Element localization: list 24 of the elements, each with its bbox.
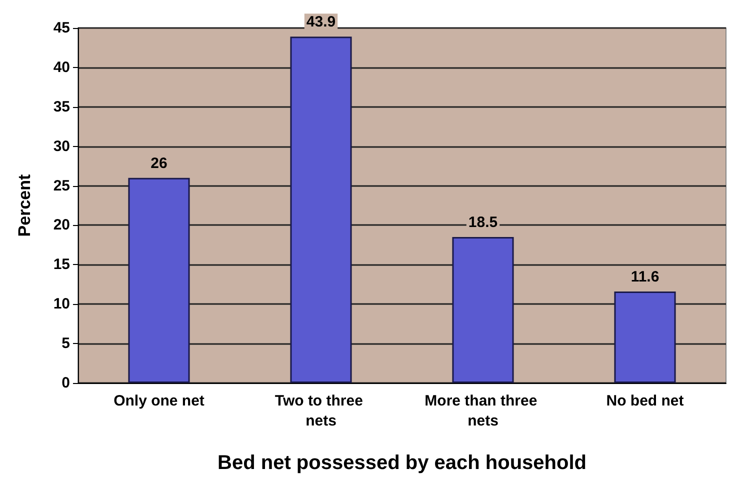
y-tick-label: 10: [53, 296, 70, 313]
y-axis-title: Percent: [15, 174, 34, 237]
y-tick-label: 5: [62, 335, 70, 352]
x-tick-label: Two to three nets: [274, 392, 368, 430]
bar: [290, 36, 352, 383]
data-label: 11.6: [630, 268, 660, 286]
y-tick-label: 20: [53, 216, 70, 234]
data-label: 43.9: [306, 14, 336, 31]
y-tick-label: 25: [53, 177, 70, 194]
y-tick-label: 15: [53, 256, 70, 274]
y-tick-label: 35: [53, 98, 70, 116]
x-tick-label: More than three nets: [424, 392, 542, 430]
bar: [614, 291, 676, 383]
y-tick-label: 30: [53, 138, 70, 155]
x-tick-label: No bed net: [606, 392, 684, 410]
bar: [452, 237, 514, 383]
y-tick-label: 0: [62, 374, 70, 392]
x-tick-label: Only one net: [114, 392, 204, 410]
data-label: 26: [150, 154, 168, 172]
y-tick-label: 40: [53, 58, 70, 76]
bar: [128, 178, 190, 383]
data-label: 18.5: [468, 214, 498, 232]
x-axis-title: Bed net possessed by each household: [218, 452, 586, 474]
y-tick-label: 45: [53, 20, 70, 36]
